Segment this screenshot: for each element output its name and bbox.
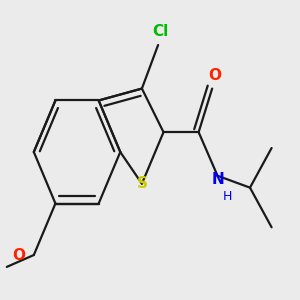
Text: Cl: Cl [153, 24, 169, 39]
Text: O: O [13, 248, 26, 262]
Text: S: S [136, 176, 147, 191]
Text: N: N [211, 172, 224, 187]
Text: H: H [222, 190, 232, 202]
Text: O: O [208, 68, 221, 82]
